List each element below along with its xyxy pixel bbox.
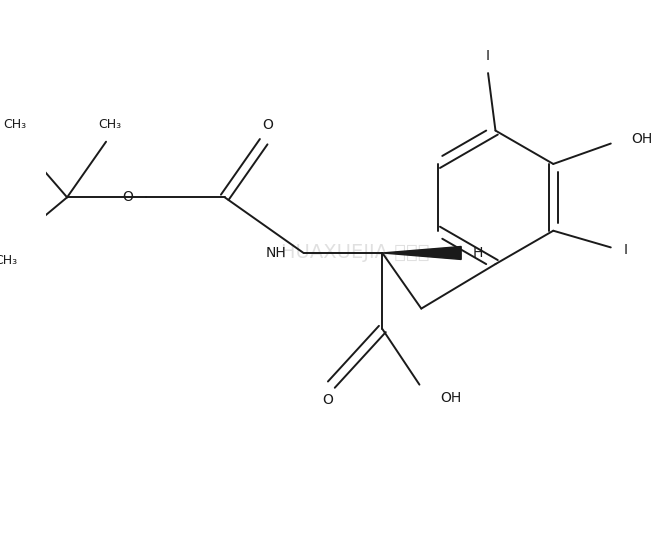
- Text: CH₃: CH₃: [0, 254, 17, 267]
- Text: OH: OH: [631, 132, 652, 146]
- Polygon shape: [382, 246, 461, 260]
- Text: CH₃: CH₃: [98, 117, 121, 131]
- Text: O: O: [322, 394, 333, 408]
- Text: OH: OH: [440, 391, 461, 405]
- Text: O: O: [262, 118, 273, 132]
- Text: I: I: [486, 49, 490, 63]
- Text: H: H: [472, 246, 483, 260]
- Text: HUAXUEJIA 化学加: HUAXUEJIA 化学加: [281, 244, 430, 262]
- Text: I: I: [624, 243, 628, 257]
- Text: O: O: [122, 190, 133, 205]
- Text: NH: NH: [266, 246, 287, 260]
- Text: CH₃: CH₃: [3, 117, 27, 131]
